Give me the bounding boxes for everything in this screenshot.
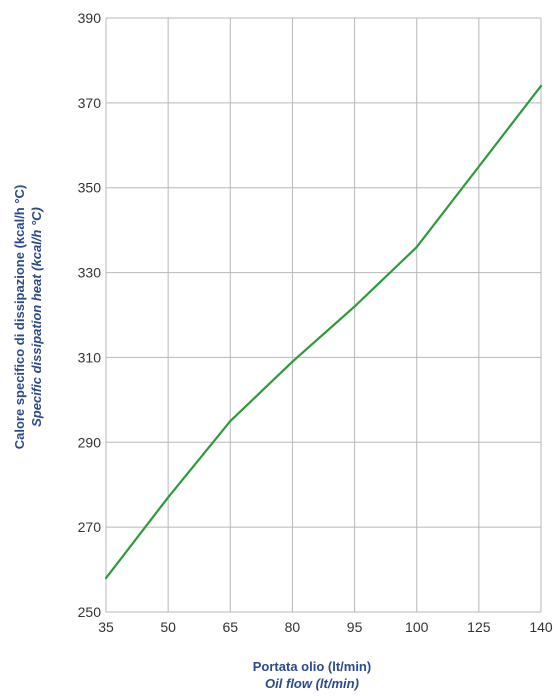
x-tick-label: 50 xyxy=(160,619,176,635)
y-tick-label: 370 xyxy=(78,95,102,111)
y-tick-label: 310 xyxy=(78,349,102,365)
x-axis-ticks: 35 50 65 80 95 100 125 140 xyxy=(98,619,553,635)
y-axis-title-english: Specific dissipation heat (kcal/h °C) xyxy=(29,207,44,427)
y-tick-label: 250 xyxy=(78,604,102,620)
x-axis-title: Portata olio (lt/min) xyxy=(253,659,371,674)
x-tick-label: 100 xyxy=(405,619,429,635)
x-tick-label: 95 xyxy=(347,619,363,635)
y-tick-label: 290 xyxy=(78,434,102,450)
x-tick-label: 140 xyxy=(529,619,553,635)
y-tick-label: 330 xyxy=(78,265,102,281)
y-axis-ticks: 250 270 290 310 330 350 370 390 xyxy=(78,10,102,620)
x-tick-label: 35 xyxy=(98,619,114,635)
grid xyxy=(105,17,542,613)
x-axis-title-english: Oil flow (lt/min) xyxy=(265,676,359,691)
y-tick-label: 390 xyxy=(78,10,102,26)
y-tick-label: 270 xyxy=(78,519,102,535)
x-tick-label: 65 xyxy=(222,619,238,635)
y-axis-title: Calore specifico di dissipazione (kcal/h… xyxy=(12,185,27,450)
x-tick-label: 80 xyxy=(285,619,301,635)
y-tick-label: 350 xyxy=(78,180,102,196)
x-tick-label: 125 xyxy=(467,619,491,635)
series-line xyxy=(104,84,543,580)
